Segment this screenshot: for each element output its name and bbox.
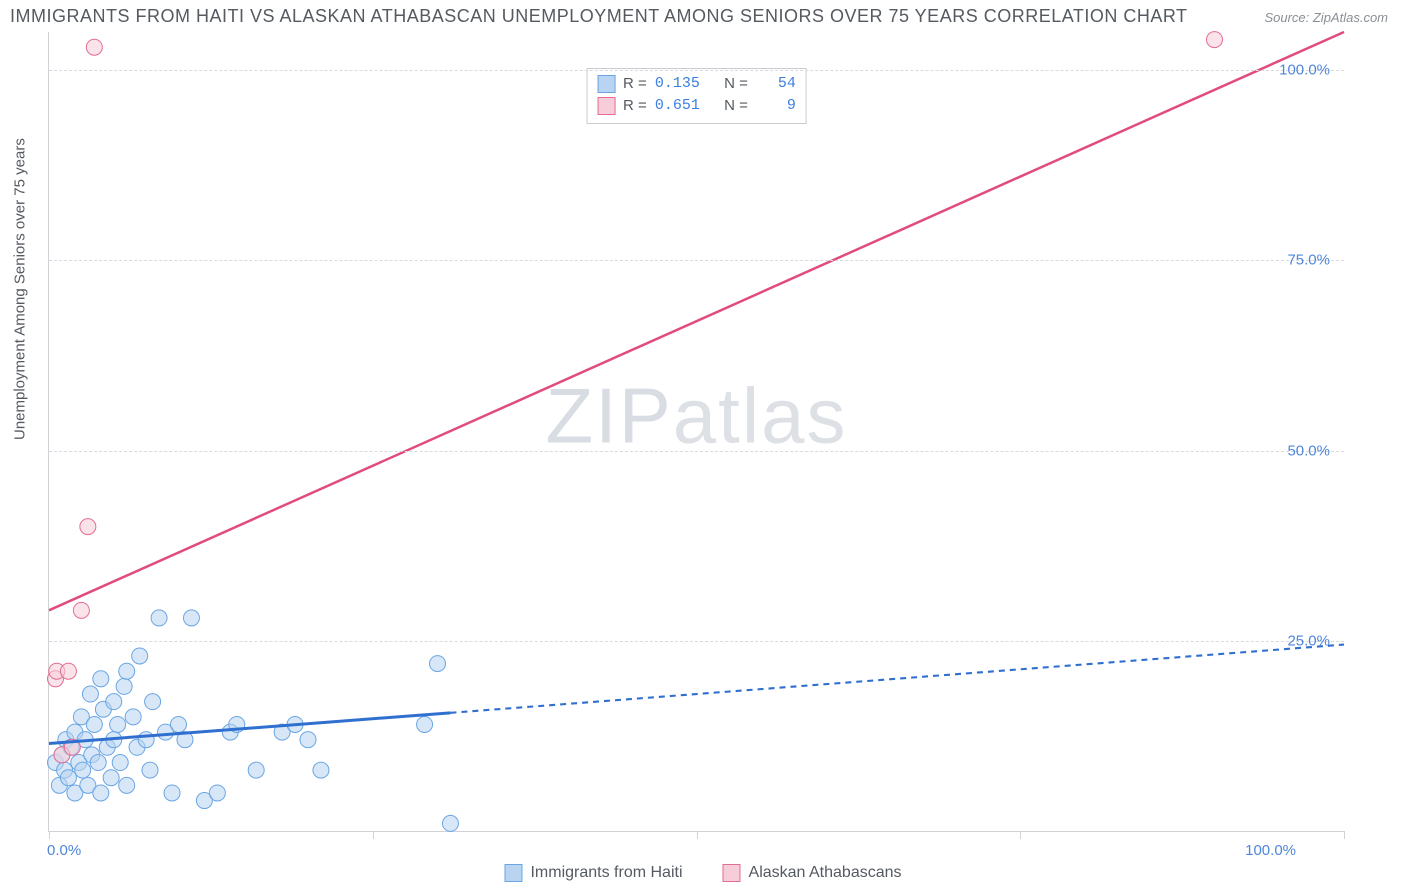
data-point — [75, 762, 91, 778]
data-point — [1207, 32, 1223, 48]
stat-r-label: R = — [623, 95, 647, 117]
legend-swatch-0 — [504, 864, 522, 882]
data-point — [82, 686, 98, 702]
data-point — [110, 716, 126, 732]
data-point — [171, 716, 187, 732]
stat-legend: R = 0.135 N = 54 R = 0.651 N = 9 — [586, 68, 807, 124]
data-point — [80, 519, 96, 535]
data-point — [125, 709, 141, 725]
y-tick-label: 50.0% — [1287, 442, 1330, 459]
data-point — [86, 716, 102, 732]
data-point — [417, 716, 433, 732]
grid-line — [49, 641, 1344, 642]
grid-line — [49, 70, 1344, 71]
chart-title: IMMIGRANTS FROM HAITI VS ALASKAN ATHABAS… — [10, 6, 1188, 27]
data-point — [119, 777, 135, 793]
data-point — [430, 656, 446, 672]
legend-item-1: Alaskan Athabascans — [723, 864, 902, 882]
legend-item-0: Immigrants from Haiti — [504, 864, 682, 882]
stat-n-value-1: 9 — [756, 95, 796, 117]
legend-swatch-1 — [723, 864, 741, 882]
x-tick-label: 0.0% — [47, 842, 81, 859]
swatch-series-1 — [597, 97, 615, 115]
data-point — [93, 671, 109, 687]
data-point — [90, 755, 106, 771]
data-point — [209, 785, 225, 801]
stat-r-label: R = — [623, 73, 647, 95]
stat-n-value-0: 54 — [756, 73, 796, 95]
x-tick — [49, 831, 50, 839]
data-point — [248, 762, 264, 778]
data-point — [300, 732, 316, 748]
x-tick — [1020, 831, 1021, 839]
data-point — [60, 663, 76, 679]
data-point — [138, 732, 154, 748]
data-point — [151, 610, 167, 626]
y-tick-label: 25.0% — [1287, 632, 1330, 649]
data-point — [119, 663, 135, 679]
data-point — [145, 694, 161, 710]
data-point — [183, 610, 199, 626]
data-point — [142, 762, 158, 778]
x-tick-label: 100.0% — [1245, 842, 1296, 859]
swatch-series-0 — [597, 75, 615, 93]
y-axis-label: Unemployment Among Seniors over 75 years — [12, 138, 29, 440]
data-point — [164, 785, 180, 801]
y-tick-label: 75.0% — [1287, 252, 1330, 269]
stat-r-value-1: 0.651 — [655, 95, 700, 117]
stat-row-series-1: R = 0.651 N = 9 — [597, 95, 796, 117]
data-point — [86, 39, 102, 55]
stat-n-label: N = — [724, 73, 748, 95]
data-point — [60, 770, 76, 786]
grid-line — [49, 451, 1344, 452]
data-point — [112, 755, 128, 771]
data-point — [93, 785, 109, 801]
legend-label-1: Alaskan Athabascans — [749, 864, 902, 882]
x-tick — [697, 831, 698, 839]
y-tick-label: 100.0% — [1279, 62, 1330, 79]
data-point — [442, 815, 458, 831]
trend-line — [49, 713, 450, 744]
stat-r-value-0: 0.135 — [655, 73, 700, 95]
data-point — [132, 648, 148, 664]
stat-n-label: N = — [724, 95, 748, 117]
x-tick — [1344, 831, 1345, 839]
data-point — [116, 678, 132, 694]
x-tick — [373, 831, 374, 839]
stat-row-series-0: R = 0.135 N = 54 — [597, 73, 796, 95]
source-attribution: Source: ZipAtlas.com — [1264, 10, 1388, 25]
bottom-legend: Immigrants from Haiti Alaskan Athabascan… — [504, 864, 901, 882]
data-point — [103, 770, 119, 786]
data-point — [313, 762, 329, 778]
plot-svg — [49, 32, 1344, 831]
grid-line — [49, 260, 1344, 261]
legend-label-0: Immigrants from Haiti — [530, 864, 682, 882]
data-point — [73, 602, 89, 618]
plot-area: ZIPatlas R = 0.135 N = 54 R = 0.651 N = … — [48, 32, 1344, 832]
trend-line-extrapolated — [450, 645, 1344, 713]
data-point — [106, 694, 122, 710]
